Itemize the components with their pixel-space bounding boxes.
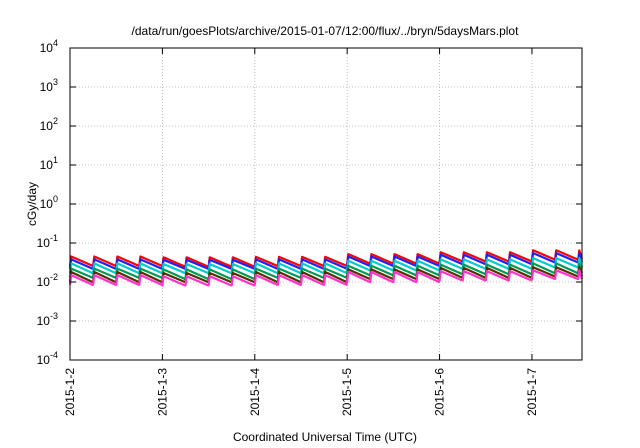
y-tick-label: 10-1 <box>37 233 58 250</box>
x-tick-label: 2015-1-6 <box>433 368 447 416</box>
y-tick-label: 10-2 <box>37 272 58 289</box>
x-tick-label: 2015-1-4 <box>248 368 262 416</box>
y-tick-label: 102 <box>40 116 58 133</box>
y-axis-label: cGy/day <box>25 182 39 226</box>
chart-title: /data/run/goesPlots/archive/2015-01-07/1… <box>132 24 520 38</box>
series-line <box>68 269 584 287</box>
y-tick-label: 10-4 <box>37 350 58 367</box>
x-axis-label: Coordinated Universal Time (UTC) <box>233 430 417 444</box>
series-layer <box>68 249 584 287</box>
y-tick-label: 104 <box>40 38 58 55</box>
x-axis: 2015-1-2 2015-1-3 2015-1-4 2015-1-5 2015-1-6… <box>63 48 539 416</box>
grid <box>69 48 582 360</box>
x-tick-label: 2015-1-5 <box>340 368 354 416</box>
y-tick-label: 10-3 <box>37 311 58 328</box>
y-tick-label: 101 <box>40 155 58 172</box>
x-tick-label: 2015-1-2 <box>63 368 77 416</box>
x-tick-label: 2015-1-3 <box>155 368 169 416</box>
y-tick-label: 100 <box>40 194 58 211</box>
y-axis: 10-4 10-3 10-2 10-1 100 101 102 103 104 <box>37 38 582 367</box>
x-tick-label: 2015-1-7 <box>525 368 539 416</box>
y-tick-label: 103 <box>40 77 58 94</box>
